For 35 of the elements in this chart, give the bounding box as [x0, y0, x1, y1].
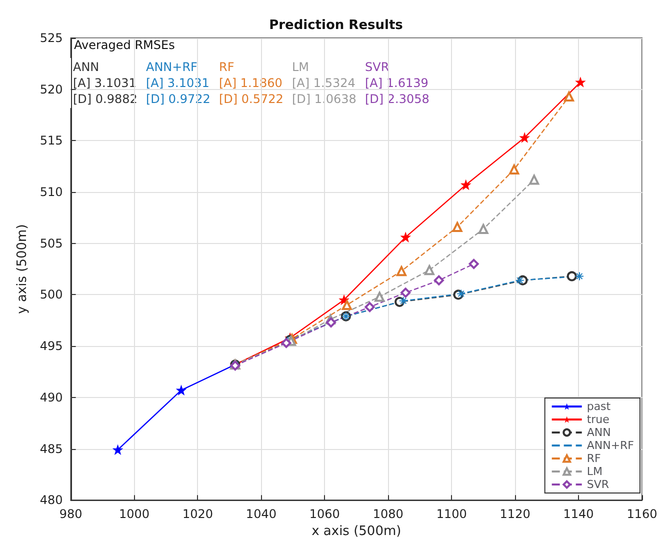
annotation: Averaged RMSEs — [74, 38, 175, 52]
y-axis-title: y axis (500m) — [15, 224, 30, 314]
x-tick-label: 1040 — [246, 507, 276, 522]
y-tick-label: 525 — [40, 31, 63, 45]
y-tick-label: 480 — [40, 493, 63, 508]
x-tick-label: 1000 — [118, 507, 150, 522]
x-axis-title: x axis (500m) — [312, 524, 402, 539]
x-tick-label: 1060 — [309, 507, 340, 522]
y-tick-label: 495 — [40, 339, 63, 354]
x-tick-label: 1160 — [626, 507, 658, 522]
annotation: ANN [A] 3.1031 [D] 0.9882 — [73, 60, 138, 106]
y-tick-label: 505 — [40, 236, 63, 250]
legend-label: ANN+RF — [586, 439, 634, 452]
y-tick-label: 500 — [40, 288, 63, 302]
x-tick-label: 1020 — [182, 507, 214, 522]
annotation: SVR [A] 1.6139 [D] 2.3058 — [365, 60, 430, 106]
y-tick-label: 515 — [40, 134, 63, 148]
legend-label: ANN — [586, 426, 611, 439]
x-tick-label: 1080 — [372, 507, 404, 522]
annotation: ANN+RF [A] 3.1031 [D] 0.9722 — [146, 60, 210, 106]
x-tick-label: 1100 — [436, 507, 467, 522]
x-tick-label: 980 — [59, 507, 82, 522]
y-tick-label: 490 — [40, 390, 63, 404]
annotation: LM [A] 1.5324 [D] 1.0638 — [292, 60, 356, 106]
chart-title: Prediction Results — [269, 18, 404, 33]
legend-label: LM — [586, 465, 602, 478]
legend-label: RF — [586, 452, 601, 465]
x-tick-label: 1140 — [563, 507, 594, 522]
legend-label: past — [586, 400, 612, 413]
x-tick-label: 1120 — [500, 507, 530, 522]
y-tick-label: 520 — [40, 82, 63, 96]
legend-label: true — [586, 413, 610, 426]
y-tick-label: 510 — [40, 185, 63, 200]
y-tick-label: 485 — [40, 442, 63, 456]
legend-label: SVR — [586, 478, 610, 491]
